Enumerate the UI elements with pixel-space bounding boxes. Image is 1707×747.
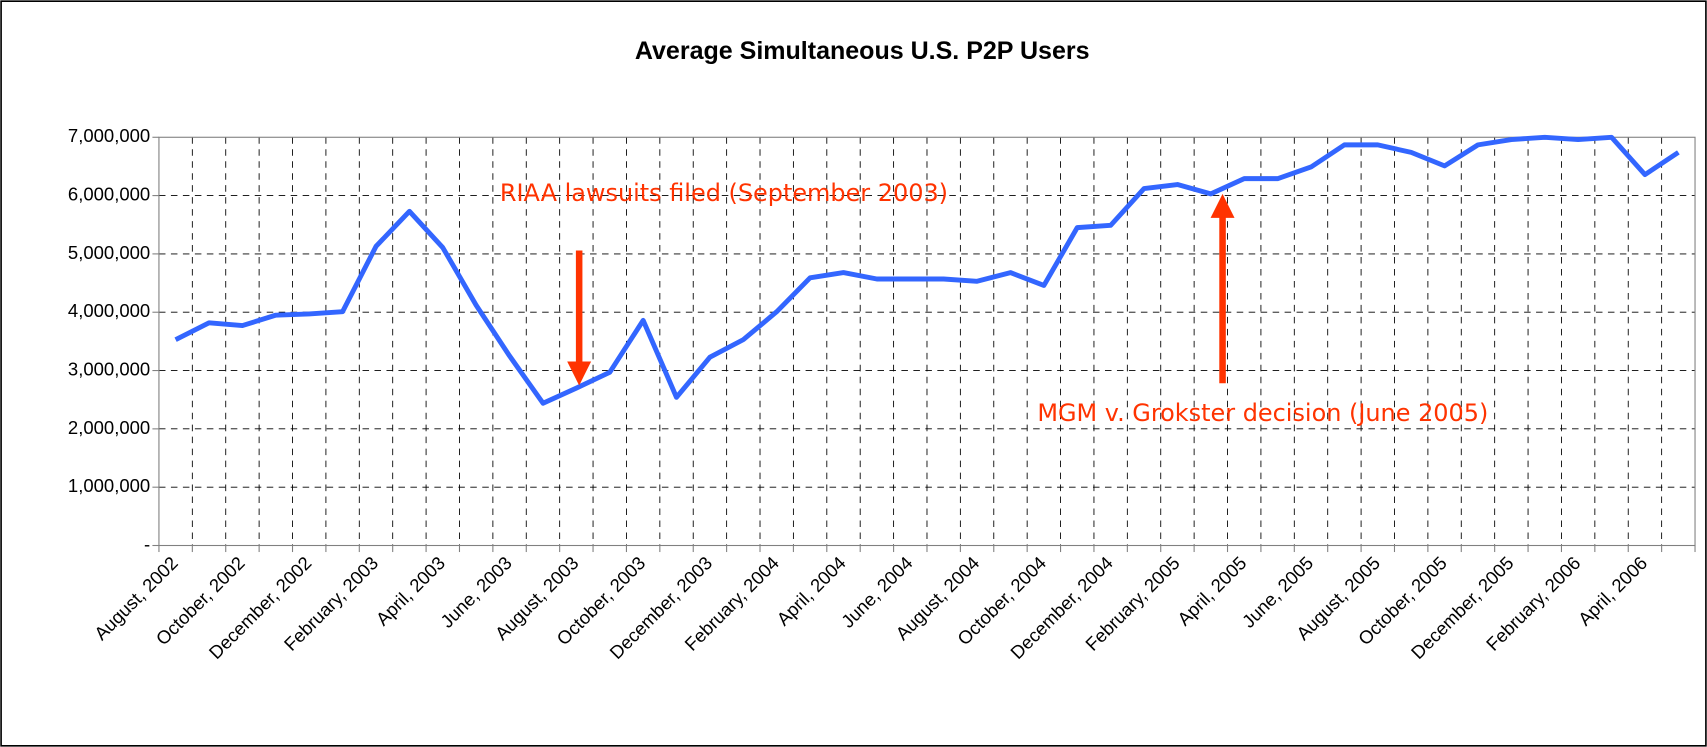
- y-tick-label: 5,000,000: [68, 242, 150, 263]
- y-tick-label: 2,000,000: [68, 417, 150, 438]
- plot-area: [158, 136, 1696, 547]
- y-tick-label: 3,000,000: [68, 358, 150, 379]
- chart-title: Average Simultaneous U.S. P2P Users: [635, 37, 1090, 65]
- y-tick-label: 6,000,000: [68, 183, 150, 204]
- y-tick-label: 7,000,000: [68, 125, 150, 146]
- y-tick-label: -: [144, 533, 150, 554]
- y-tick-label: 4,000,000: [68, 300, 150, 321]
- arrow: [1210, 193, 1235, 384]
- y-tick-label: 1,000,000: [68, 475, 150, 496]
- annotation: MGM v. Grokster decision (June 2005): [1037, 399, 1488, 427]
- grid: [152, 136, 1696, 553]
- annotation: RIAA lawsuits filed (September 2003): [500, 179, 948, 207]
- data-line: [174, 134, 1680, 406]
- arrow: [567, 250, 592, 386]
- marks: [174, 134, 1680, 406]
